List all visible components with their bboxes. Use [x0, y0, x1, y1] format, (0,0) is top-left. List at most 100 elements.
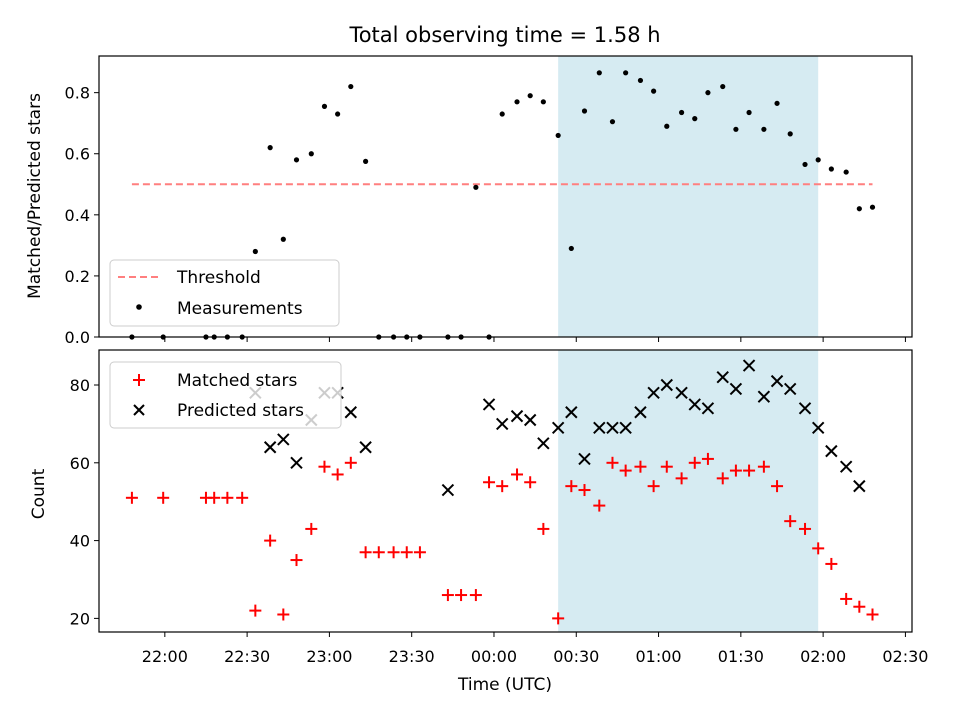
- matched-point: [305, 522, 318, 535]
- y-tick-label: 80: [70, 376, 90, 395]
- matched-point: [511, 468, 524, 481]
- predicted-point: [660, 378, 673, 392]
- measurement-point: [802, 161, 808, 168]
- matched-point: [221, 491, 234, 504]
- matched-point: [866, 608, 879, 621]
- x-tick-label: 00:00: [471, 647, 517, 666]
- matched-point: [634, 460, 647, 473]
- measurement-point: [856, 206, 862, 212]
- matched-point: [359, 546, 372, 559]
- y-tick-label: 0.0: [65, 328, 90, 347]
- legend-predicted-swatch: [133, 404, 145, 416]
- y-tick-label: 40: [70, 532, 90, 551]
- bottom-panel: 20 40 60 80 22:00 22:30 23:00 23:30 00:00 00:30 0…: [29, 349, 928, 695]
- measurement-point: [540, 99, 546, 105]
- x-tick-label: 22:00: [142, 647, 188, 666]
- measurement-points: [129, 70, 876, 340]
- predicted-point: [742, 359, 756, 372]
- bottom-legend: Matched stars Predicted stars: [109, 361, 342, 429]
- x-tick-label: 02:00: [800, 647, 846, 666]
- measurement-point: [514, 99, 520, 105]
- measurement-point: [293, 157, 300, 163]
- top-x-axis-ticks: [164, 337, 906, 342]
- measurement-point: [843, 169, 849, 175]
- measurement-point: [609, 119, 616, 125]
- measurement-point: [267, 145, 273, 151]
- matched-point: [825, 557, 838, 570]
- x-tick-label: 01:30: [718, 647, 764, 666]
- matched-point: [277, 608, 290, 621]
- measurement-point: [774, 100, 780, 106]
- matched-point: [249, 604, 262, 617]
- matched-point: [701, 452, 714, 465]
- matched-point: [400, 546, 413, 559]
- predicted-point: [675, 386, 688, 399]
- predicted-point: [701, 402, 715, 415]
- matched-point: [469, 589, 482, 602]
- matched-point: [799, 522, 812, 535]
- matched-point: [455, 589, 468, 602]
- predicted-point: [619, 421, 632, 435]
- top-y-axis-ticks: 0.0 0.2 0.4 0.6 0.8: [65, 84, 99, 347]
- predicted-point: [359, 441, 372, 454]
- measurement-point: [761, 126, 767, 132]
- predicted-point: [729, 382, 743, 396]
- matched-point: [552, 612, 565, 625]
- bottom-x-axis-ticks: 22:00 22:30 23:00 23:30 00:00 00:30 01:00 01:30…: [142, 632, 928, 666]
- y-tick-label: 0.2: [65, 267, 90, 286]
- matched-point: [729, 464, 742, 477]
- matched-point: [606, 456, 619, 469]
- predicted-point: [757, 390, 771, 403]
- measurement-point: [705, 90, 711, 96]
- matched-point: [771, 480, 784, 493]
- predicted-point: [482, 398, 496, 411]
- predicted-point: [606, 421, 619, 435]
- measurement-point: [828, 166, 834, 172]
- x-tick-label: 23:30: [389, 647, 435, 666]
- matched-point: [784, 515, 797, 528]
- measurement-point: [692, 116, 698, 122]
- predicted-point: [277, 433, 290, 446]
- x-tick-label: 23:00: [306, 647, 352, 666]
- measurement-point: [720, 83, 726, 90]
- bottom-axes-frame: [98, 349, 913, 633]
- predicted-point: [537, 437, 550, 450]
- predicted-point: [290, 456, 303, 470]
- matched-point: [524, 476, 537, 489]
- measurement-point: [733, 126, 739, 132]
- legend-measurements-swatch: [136, 304, 142, 310]
- measurement-point: [252, 248, 258, 255]
- matched-point: [647, 480, 660, 493]
- x-axis-label: Time (UTC): [457, 675, 552, 695]
- matched-point: [716, 472, 729, 485]
- measurement-point: [308, 151, 314, 157]
- predicted-point: [798, 402, 812, 415]
- matched-point: [593, 499, 606, 512]
- predicted-point: [523, 413, 537, 427]
- measurement-point: [787, 131, 793, 137]
- measurement-point: [280, 236, 286, 242]
- matched-point: [441, 589, 454, 602]
- matched-point: [236, 491, 249, 504]
- bottom-legend-box: [109, 361, 342, 429]
- top-legend: Threshold Measurements: [109, 259, 340, 327]
- predicted-point: [825, 444, 838, 458]
- legend-predicted-label: Predicted stars: [177, 401, 304, 421]
- matched-point: [290, 554, 303, 567]
- y-tick-label: 60: [70, 454, 90, 473]
- measurement-point: [473, 184, 479, 190]
- matched-point: [537, 522, 550, 535]
- measurement-point: [555, 132, 561, 139]
- matched-point: [264, 534, 277, 547]
- measurement-point: [664, 123, 670, 129]
- y-tick-label: 0.4: [65, 206, 90, 225]
- predicted-point: [811, 421, 825, 435]
- measurement-point: [527, 93, 533, 99]
- predicted-point: [784, 382, 797, 396]
- top-shaded-interval: [558, 56, 819, 337]
- predicted-point: [688, 398, 701, 411]
- matched-point: [483, 476, 496, 489]
- measurement-point: [869, 204, 876, 210]
- top-axes-frame: [98, 55, 913, 338]
